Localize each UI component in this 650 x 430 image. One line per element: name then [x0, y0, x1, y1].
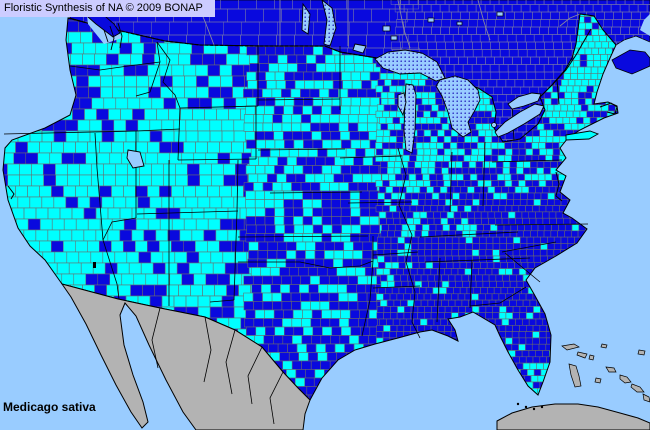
- lake-winnipeg: [321, 0, 337, 47]
- small-lake: [390, 35, 398, 41]
- caribbean-islands: [496, 343, 650, 430]
- cuba: [496, 403, 650, 430]
- florida-keys: [524, 405, 528, 409]
- great-lakes: [126, 0, 545, 169]
- mexico-state-borders: [151, 307, 284, 425]
- florida-keys: [532, 407, 536, 411]
- state-borders: [3, 41, 589, 339]
- long-island: [565, 130, 600, 141]
- lake-huron: [435, 75, 481, 138]
- bahamas-island: [619, 374, 632, 384]
- lake-erie: [494, 103, 545, 138]
- small-lake: [427, 17, 435, 23]
- map-title: Floristic Synthesis of NA © 2009 BONAP: [4, 2, 203, 14]
- bahamas-island: [630, 383, 645, 393]
- mexico-region: [60, 283, 311, 430]
- bahamas-island: [637, 349, 646, 356]
- small-lake: [496, 11, 504, 17]
- us-canada-border: [67, 17, 378, 59]
- salton-sea: [93, 262, 96, 268]
- bahamas-island: [576, 351, 588, 359]
- lake-superior: [374, 49, 446, 82]
- gulf-water: [640, 14, 650, 36]
- bahamas-island: [605, 366, 617, 373]
- green-bay: [397, 92, 407, 117]
- species-name-label: Medicago sativa: [3, 400, 96, 414]
- lake-ontario: [507, 92, 542, 110]
- nova-scotia: [611, 49, 650, 75]
- bahamas-island: [594, 377, 602, 384]
- florida-keys: [516, 402, 520, 406]
- coastal-features: [7, 28, 618, 202]
- small-lake: [382, 25, 391, 32]
- lake-manitoba: [301, 2, 311, 35]
- map-title-bar: Floristic Synthesis of NA © 2009 BONAP: [0, 0, 215, 17]
- lake-st-clair: [491, 122, 497, 128]
- east-coast-details: [7, 28, 618, 268]
- bahamas-island: [588, 354, 595, 361]
- bahamas-island: [568, 363, 582, 388]
- bahamas-island: [561, 343, 580, 351]
- small-lake: [456, 21, 463, 26]
- florida-keys: [540, 405, 544, 409]
- bahamas-island: [600, 343, 608, 349]
- bahamas-island: [642, 393, 650, 403]
- puget-sound: [103, 22, 123, 51]
- lake-michigan: [403, 83, 417, 154]
- lake-of-the-woods: [352, 43, 367, 54]
- great-salt-lake: [126, 149, 145, 169]
